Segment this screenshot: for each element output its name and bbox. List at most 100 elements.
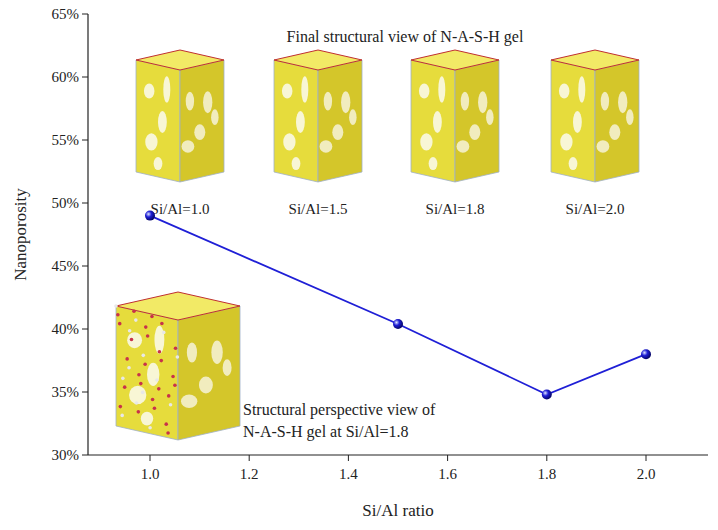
- pore: [301, 76, 308, 102]
- gel-structure: [551, 50, 639, 182]
- x-tick: [150, 455, 151, 461]
- pore: [203, 91, 212, 113]
- pore: [181, 394, 197, 407]
- pore: [282, 83, 293, 98]
- annotation: Si/Al=1.5: [289, 201, 348, 217]
- gel-structure: [136, 50, 224, 182]
- atom: [137, 410, 141, 414]
- atom: [118, 322, 122, 326]
- atom: [155, 378, 159, 382]
- pore: [457, 140, 470, 153]
- atom: [114, 304, 118, 308]
- pore: [194, 124, 205, 140]
- pore: [211, 340, 222, 364]
- pore: [296, 111, 305, 133]
- atom: [162, 331, 166, 335]
- atom: [150, 315, 154, 319]
- atom: [143, 362, 147, 366]
- atom: [153, 406, 157, 410]
- annotation: N-A-S-H gel at Si/Al=1.8: [243, 423, 408, 441]
- x-tick: [249, 455, 250, 461]
- cube-face: [136, 60, 180, 182]
- atom: [139, 382, 143, 386]
- pore: [569, 157, 578, 170]
- x-axis: [88, 454, 708, 455]
- atom: [128, 329, 132, 333]
- atom: [135, 401, 139, 405]
- atom: [167, 394, 171, 398]
- pore: [618, 91, 627, 113]
- x-tick-label: 1.6: [438, 466, 457, 482]
- atom: [174, 346, 178, 350]
- atom: [116, 313, 120, 317]
- y-tick-label: 60%: [52, 69, 80, 85]
- y-axis: [87, 14, 88, 455]
- pore: [292, 157, 301, 170]
- cube-face: [595, 60, 639, 182]
- atom: [173, 384, 177, 388]
- pore: [560, 133, 572, 150]
- y-tick-label: 30%: [52, 447, 80, 463]
- data-point: [145, 211, 155, 221]
- pore: [626, 109, 634, 125]
- cube-top: [116, 292, 240, 320]
- pore: [578, 76, 585, 102]
- pore: [145, 133, 157, 150]
- annotation: Structural perspective view of: [243, 401, 436, 419]
- cube-top: [274, 50, 362, 70]
- atom: [121, 377, 125, 381]
- y-tick-label: 55%: [52, 132, 80, 148]
- data-point: [542, 390, 552, 400]
- atom: [146, 334, 150, 338]
- pore: [199, 377, 213, 394]
- pore: [461, 92, 469, 111]
- cube-face: [455, 60, 499, 182]
- cube-face: [116, 306, 178, 440]
- pore: [283, 133, 295, 150]
- y-tick: [82, 77, 88, 78]
- y-tick-label: 35%: [52, 384, 80, 400]
- y-tick: [82, 392, 88, 393]
- atom: [148, 426, 152, 430]
- pore: [147, 363, 159, 386]
- structures: [114, 50, 639, 440]
- x-tick-label: 1.8: [537, 466, 556, 482]
- atom: [120, 414, 124, 418]
- atom: [151, 398, 155, 402]
- pore: [144, 83, 155, 98]
- pore: [419, 83, 430, 98]
- pore: [154, 157, 163, 170]
- pore: [187, 342, 197, 362]
- chart: Final structural view of N-A-S-H gel Si/A…: [0, 0, 718, 530]
- x-tick: [348, 455, 349, 461]
- y-tick-label: 40%: [52, 321, 80, 337]
- pore: [478, 91, 487, 113]
- pore: [433, 111, 442, 133]
- cube-face: [551, 60, 595, 182]
- pore: [223, 359, 232, 376]
- atom: [137, 373, 141, 377]
- x-tick: [646, 455, 647, 461]
- pore: [349, 109, 357, 125]
- atom: [159, 359, 163, 363]
- x-axis-title: Si/Al ratio: [362, 501, 433, 520]
- x-tick-label: 1.2: [240, 466, 259, 482]
- atom: [127, 366, 131, 370]
- atom: [176, 355, 180, 359]
- pore: [573, 111, 582, 133]
- pore: [186, 92, 194, 111]
- atom: [158, 350, 162, 354]
- atom: [141, 354, 145, 358]
- y-tick-label: 45%: [52, 258, 80, 274]
- pore: [609, 124, 620, 140]
- pore: [324, 92, 332, 111]
- pore: [158, 111, 167, 133]
- cube-top: [551, 50, 639, 70]
- atom: [171, 375, 175, 379]
- pore: [182, 140, 195, 153]
- gel-structure: [411, 50, 499, 182]
- y-tick: [82, 140, 88, 141]
- y-tick-label: 65%: [52, 6, 80, 22]
- gel-structure: [274, 50, 362, 182]
- annotation: Final structural view of N-A-S-H gel: [287, 28, 524, 46]
